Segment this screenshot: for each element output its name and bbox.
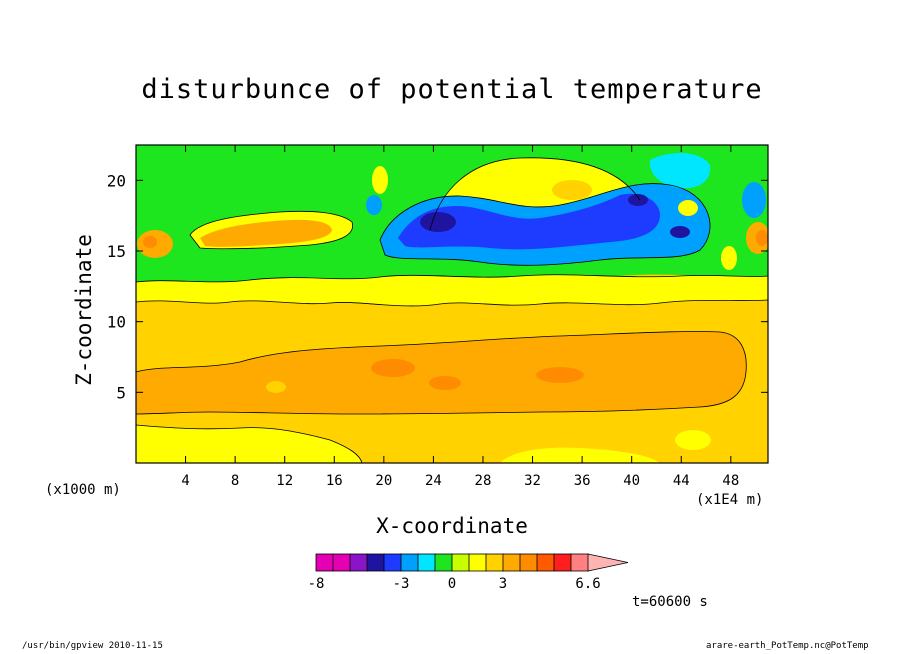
colorbar-swatch (553, 553, 572, 572)
colorbar-swatch (383, 553, 402, 572)
colorbar-swatch (434, 553, 453, 572)
chart-title: disturbunce of potential temperature (141, 74, 763, 105)
field-cyan-patch (649, 153, 711, 189)
colorbar-swatch (315, 553, 334, 572)
x-tick-label: 16 (326, 473, 343, 489)
colorbar-swatch (468, 553, 487, 572)
x-tick-label: 28 (475, 473, 492, 489)
field-yellow-small-right (678, 200, 698, 216)
field-orange-blob-1 (371, 359, 415, 377)
plot-frame (135, 144, 769, 464)
y-tick-label: 5 (116, 383, 126, 402)
x-tick-label: 40 (623, 473, 640, 489)
field-yellow-band (136, 274, 768, 306)
colorbar-swatch (417, 553, 436, 572)
field-yellow-small-right-2 (721, 246, 737, 270)
colorbar-extend-arrow (587, 553, 629, 572)
colorbar-tick-label: 0 (448, 576, 456, 592)
field-yellow-hole (266, 381, 286, 393)
field-navy-core-3 (670, 226, 690, 238)
x-tick-label: 12 (276, 473, 293, 489)
x-tick-label: 48 (722, 473, 739, 489)
field-orange-band (136, 331, 747, 414)
colorbar-swatch (570, 553, 589, 572)
footer-program-date: /usr/bin/gpview 2010-11-15 (22, 641, 163, 651)
x-tick-label: 4 (181, 473, 189, 489)
x-axis-unit-right: (x1E4 m) (696, 492, 764, 508)
time-label: t=60600 s (632, 594, 708, 610)
colorbar-swatch (451, 553, 470, 572)
field-orange-right-core (756, 230, 768, 246)
contour-line-5 (379, 183, 711, 266)
colorbar-swatch (519, 553, 538, 572)
x-tick-label: 20 (375, 473, 392, 489)
colorbar-tick-label: 3 (499, 576, 507, 592)
colorbar-swatch (400, 553, 419, 572)
field-orange-left-core (143, 236, 157, 248)
contour-line-3 (136, 331, 747, 415)
contour-line-4 (136, 424, 363, 463)
colorbar-tick-label: -8 (308, 576, 325, 592)
x-axis-label: X-coordinate (376, 514, 528, 538)
field-blue-inner (398, 193, 660, 250)
y-ticks: 5 10 15 20 (107, 171, 768, 402)
x-tick-label: 44 (673, 473, 690, 489)
x-tick-label: 24 (425, 473, 442, 489)
x-axis-unit-left: (x1000 m) (45, 482, 121, 498)
colorbar-swatch (502, 553, 521, 572)
colorbar-swatch (366, 553, 385, 572)
colorbar-swatch (536, 553, 555, 572)
footer-source-file: arare-earth_PotTemp.nc@PotTemp (706, 641, 869, 651)
y-tick-label: 10 (107, 313, 126, 332)
colorbar-swatch (332, 553, 351, 572)
colorbar-swatch (485, 553, 504, 572)
x-ticks: 4 8 12 16 20 24 28 32 36 40 44 48 (181, 145, 739, 489)
contour-line-6 (429, 157, 641, 231)
field-orange-tongue (200, 219, 332, 247)
x-tick-label: 32 (524, 473, 541, 489)
x-tick-label: 8 (231, 473, 239, 489)
field-yellow-bottom-center (500, 447, 660, 463)
field-yellow-small-left (372, 166, 388, 194)
field-navy-core-2 (628, 194, 648, 206)
contour-line-1 (136, 274, 768, 283)
field-orange-blob-3 (536, 367, 584, 383)
colorbar-swatch (349, 553, 368, 572)
x-tick-label: 36 (574, 473, 591, 489)
y-tick-label: 20 (107, 171, 126, 190)
colorbar-tick-label: -3 (393, 576, 410, 592)
field-blue-right-edge (742, 182, 766, 218)
y-tick-label: 15 (107, 242, 126, 261)
field-blue-small (366, 195, 382, 215)
field-yellow-upper-core (552, 180, 592, 200)
colorbar: -8 -3 0 3 6.6 (308, 553, 629, 592)
colorbar-tick-label: 6.6 (575, 576, 600, 592)
field-navy-core-1 (420, 212, 456, 232)
contour-line-7 (189, 210, 353, 250)
field-yellow-bottom-right (675, 430, 711, 450)
contour-field (136, 145, 768, 463)
field-orange-blob-2 (429, 376, 461, 390)
contour-line-2 (136, 299, 768, 307)
